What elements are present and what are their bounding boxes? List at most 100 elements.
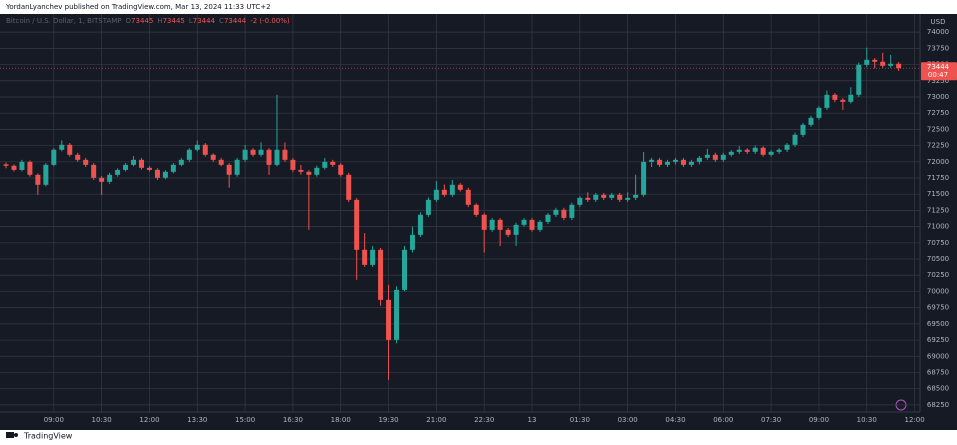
candle-body bbox=[425, 199, 431, 215]
candle-body bbox=[11, 165, 17, 170]
candle-body bbox=[91, 164, 97, 178]
candle-body bbox=[712, 154, 718, 160]
candle-body bbox=[107, 174, 113, 182]
price-tag-box bbox=[921, 62, 957, 81]
candle-body bbox=[274, 149, 280, 165]
candle-body bbox=[186, 149, 192, 160]
candle-body bbox=[832, 94, 838, 100]
candle-body bbox=[146, 167, 152, 170]
candle-body bbox=[776, 149, 782, 152]
candle-body bbox=[449, 184, 455, 195]
footer-logo bbox=[6, 432, 18, 438]
candle-body bbox=[370, 249, 376, 265]
candle-body bbox=[896, 63, 902, 69]
candle-body bbox=[752, 147, 758, 152]
candle-body bbox=[672, 159, 678, 162]
x-tick-label: 10:30 bbox=[857, 416, 877, 424]
candle-body bbox=[688, 161, 694, 165]
candle-body bbox=[856, 64, 862, 95]
y-tick-label: 70000 bbox=[927, 287, 949, 295]
candle-body bbox=[178, 159, 184, 165]
x-tick-label: 13 bbox=[528, 416, 537, 424]
candle-body bbox=[601, 194, 607, 198]
candle-body bbox=[696, 157, 702, 162]
candle-body bbox=[43, 164, 49, 185]
legend-value: 73445 bbox=[131, 17, 153, 25]
candle-body bbox=[736, 149, 742, 152]
candle-body bbox=[497, 219, 503, 230]
legend-change: -2 (-0.00%) bbox=[250, 17, 290, 25]
y-tick-label: 72000 bbox=[927, 158, 949, 166]
candle-body bbox=[402, 249, 407, 290]
candle-body bbox=[465, 189, 471, 205]
footer-brand: TradingView bbox=[23, 432, 73, 441]
candle-body bbox=[218, 159, 224, 165]
candle-body bbox=[641, 161, 647, 195]
candle-body bbox=[824, 94, 830, 108]
y-tick-label: 69000 bbox=[927, 352, 949, 360]
candle-body bbox=[35, 174, 41, 185]
legend-key: C bbox=[219, 17, 224, 25]
price-tag-value: 73444 bbox=[927, 63, 950, 71]
candle-body bbox=[585, 197, 591, 200]
x-tick-label: 12:00 bbox=[139, 416, 159, 424]
legend-value: 73444 bbox=[224, 17, 247, 25]
x-tick-label: 04:30 bbox=[665, 416, 685, 424]
x-tick-label: 07:30 bbox=[761, 416, 781, 424]
x-tick-label: 13:30 bbox=[187, 416, 207, 424]
candle-body bbox=[99, 177, 105, 182]
candle-body bbox=[617, 194, 623, 200]
candle-body bbox=[784, 144, 790, 150]
y-tick-label: 72250 bbox=[927, 142, 949, 150]
candle-body bbox=[521, 219, 527, 225]
currency-label: USD bbox=[931, 18, 946, 26]
candle-body bbox=[234, 159, 240, 175]
candle-body bbox=[880, 61, 886, 66]
x-tick-label: 22:30 bbox=[474, 416, 494, 424]
candle-body bbox=[768, 151, 774, 155]
candle-body bbox=[489, 219, 495, 230]
candle-body bbox=[27, 161, 33, 175]
candle-body bbox=[3, 164, 9, 166]
candle-body bbox=[473, 204, 479, 215]
candle-body bbox=[633, 194, 639, 198]
candle-body bbox=[720, 154, 726, 160]
candle-body bbox=[649, 159, 655, 162]
candle-body bbox=[816, 107, 822, 118]
candle-body bbox=[433, 189, 439, 200]
x-tick-label: 09:00 bbox=[809, 416, 829, 424]
candle-body bbox=[138, 159, 144, 168]
x-tick-label: 21:00 bbox=[426, 416, 446, 424]
candle-body bbox=[872, 59, 878, 62]
candle-body bbox=[760, 147, 766, 155]
candle-body bbox=[728, 151, 734, 155]
y-tick-label: 69250 bbox=[927, 336, 949, 344]
legend-value: 73444 bbox=[193, 17, 216, 25]
y-tick-label: 71250 bbox=[927, 206, 949, 214]
candle-body bbox=[657, 159, 663, 165]
x-tick-label: 12:00 bbox=[904, 416, 924, 424]
y-tick-label: 69750 bbox=[927, 304, 949, 312]
x-tick-label: 15:00 bbox=[235, 416, 255, 424]
candle-body bbox=[609, 194, 615, 198]
candle-body bbox=[378, 249, 384, 300]
candle-body bbox=[330, 161, 336, 165]
candle-body bbox=[386, 299, 392, 340]
candle-body bbox=[154, 169, 160, 178]
y-tick-label: 68500 bbox=[927, 385, 949, 393]
candle-body bbox=[83, 159, 89, 165]
candle-body bbox=[115, 169, 121, 175]
candle-body bbox=[744, 149, 750, 152]
candle-body bbox=[537, 221, 543, 230]
candle-body bbox=[298, 169, 304, 172]
candle-body bbox=[131, 159, 137, 165]
candle-body bbox=[441, 189, 447, 195]
candle-body bbox=[19, 161, 25, 170]
candle-body bbox=[513, 224, 519, 235]
candle-body bbox=[242, 149, 248, 160]
candle-body bbox=[75, 154, 81, 160]
y-tick-label: 68250 bbox=[927, 401, 949, 409]
y-tick-label: 72500 bbox=[927, 125, 949, 133]
